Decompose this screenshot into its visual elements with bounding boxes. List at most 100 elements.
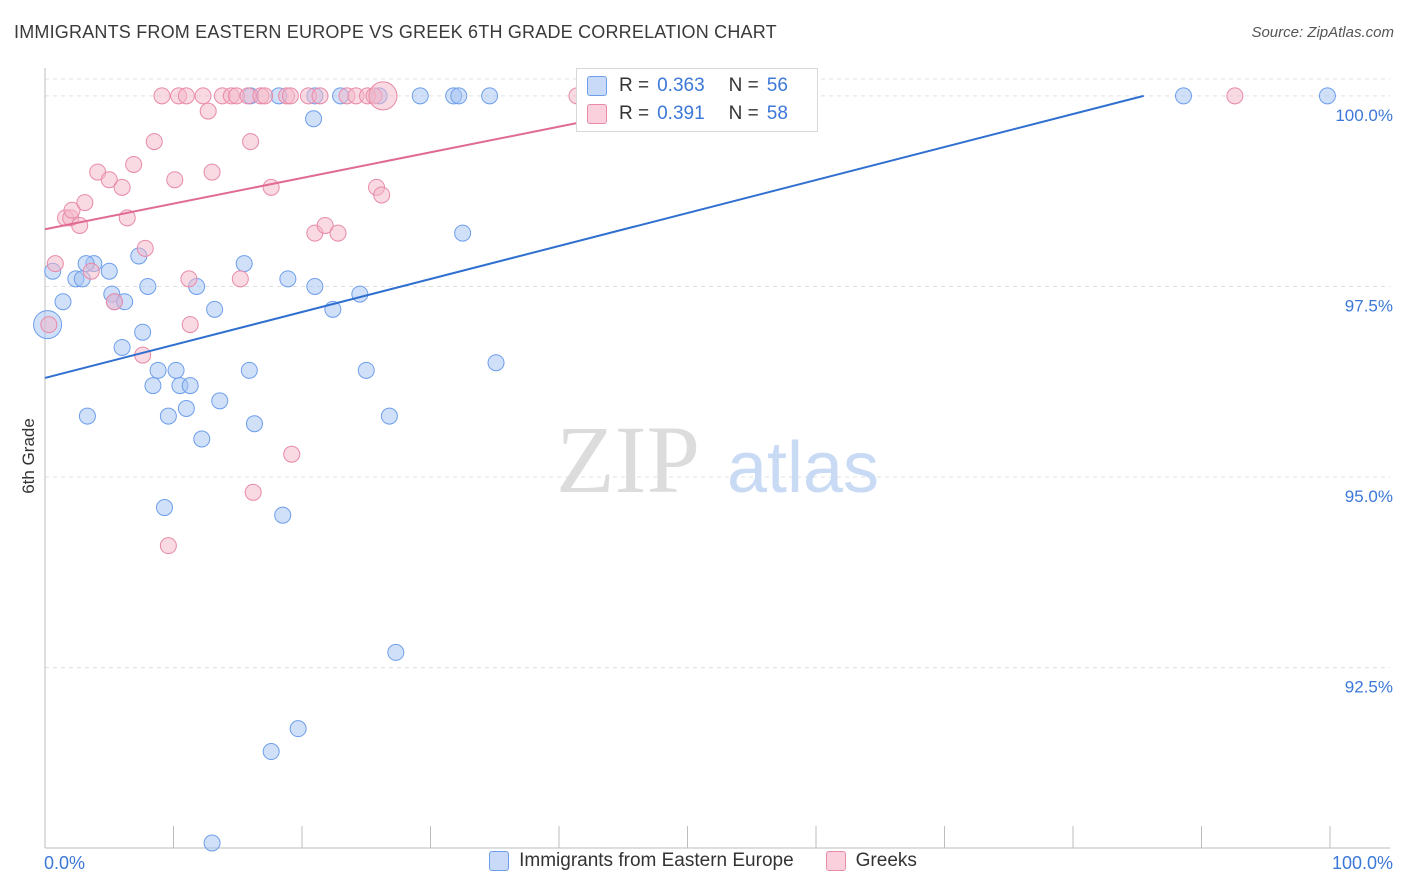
data-point-immigrants xyxy=(481,87,499,105)
data-point-immigrants xyxy=(211,392,229,410)
legend-row-immigrants: R = 0.363 N = 56 xyxy=(587,74,788,98)
data-point-greeks xyxy=(311,87,329,105)
data-point-greeks xyxy=(242,133,260,151)
trend-line-immigrants xyxy=(44,94,1144,379)
chart-title: IMMIGRANTS FROM EASTERN EUROPE VS GREEK … xyxy=(14,22,777,42)
data-point-immigrants xyxy=(351,285,369,303)
data-point-greeks xyxy=(159,537,177,555)
y-axis-title: 6th Grade xyxy=(19,418,38,494)
data-point-greeks xyxy=(181,316,199,334)
trend-lines xyxy=(44,94,1144,379)
data-point-greeks xyxy=(244,483,262,501)
legend-item-immigrants[interactable]: Immigrants from Eastern Europe xyxy=(489,850,794,872)
data-point-immigrants xyxy=(159,407,177,425)
data-point-greeks xyxy=(262,178,280,196)
series-legend: Immigrants from Eastern Europe Greeks xyxy=(0,850,1406,872)
data-point-greeks xyxy=(46,255,64,273)
data-point-immigrants xyxy=(156,499,174,517)
data-point-immigrants xyxy=(54,293,72,311)
legend-r-value: 0.391 xyxy=(657,103,705,124)
data-point-greeks xyxy=(177,87,195,105)
data-point-immigrants xyxy=(100,262,118,280)
y-tick-label: 95.0% xyxy=(1345,487,1393,506)
data-point-immigrants xyxy=(262,743,280,761)
source-label: Source: ZipAtlas.com xyxy=(1251,24,1394,41)
y-tick-label: 92.5% xyxy=(1345,678,1393,697)
data-point-greeks xyxy=(125,155,143,173)
data-point-greeks xyxy=(153,87,171,105)
data-point-immigrants xyxy=(274,506,292,524)
legend-r-label: R = xyxy=(619,75,650,96)
legend-item-label: Greeks xyxy=(855,850,917,871)
axis-labels: 92.5% 95.0% 97.5% 100.0% 0.0% 100.0% 6th Grade xyxy=(19,106,1393,873)
data-point-immigrants xyxy=(279,270,297,288)
legend-swatch-blue xyxy=(587,76,607,96)
stats-legend: R = 0.363 N = 56 R = 0.391 N = 58 xyxy=(576,68,818,132)
data-point-greeks xyxy=(316,216,334,234)
data-point-immigrants xyxy=(245,415,263,433)
data-point-greeks xyxy=(194,87,212,105)
data-point-greeks xyxy=(76,194,94,212)
data-point-greeks xyxy=(199,102,217,120)
data-point-greeks xyxy=(231,270,249,288)
data-point-immigrants xyxy=(144,377,162,395)
y-tick-label: 97.5% xyxy=(1345,296,1393,315)
data-point-greeks xyxy=(113,178,131,196)
data-point-immigrants xyxy=(305,110,323,128)
legend-swatch-pink xyxy=(825,851,846,871)
data-point-immigrants xyxy=(167,361,185,379)
data-point-immigrants xyxy=(113,338,131,356)
watermark-atlas: atlas xyxy=(727,428,879,508)
data-point-immigrants xyxy=(289,720,307,738)
legend-r-label: R = xyxy=(619,103,650,124)
data-point-greeks xyxy=(105,293,123,311)
legend-n-value: 56 xyxy=(766,75,788,96)
data-point-greeks xyxy=(1226,87,1244,105)
data-point-greeks xyxy=(329,224,347,242)
data-point-immigrants xyxy=(193,430,211,448)
legend-swatch-pink xyxy=(587,104,607,124)
data-point-greeks xyxy=(63,201,81,219)
data-point-greeks xyxy=(180,270,198,288)
data-point-greeks xyxy=(203,163,221,181)
x-tick-label: 100.0% xyxy=(1332,853,1393,873)
data-point-immigrants xyxy=(357,361,375,379)
data-point-greeks xyxy=(166,171,184,189)
legend-swatch-blue xyxy=(489,851,510,871)
y-tick-label: 100.0% xyxy=(1335,106,1393,125)
data-point-greeks xyxy=(82,262,100,280)
data-point-immigrants xyxy=(1318,87,1336,105)
data-point-immigrants xyxy=(181,377,199,395)
data-point-greeks xyxy=(281,87,299,105)
data-point-immigrants xyxy=(306,277,324,295)
data-point-immigrants xyxy=(206,300,224,318)
data-point-immigrants xyxy=(240,361,258,379)
legend-n-value: 58 xyxy=(766,103,788,124)
legend-n-label: N = xyxy=(728,75,759,96)
data-point-immigrants xyxy=(139,277,157,295)
data-point-immigrants xyxy=(487,354,505,372)
legend-row-greeks: R = 0.391 N = 58 xyxy=(587,102,788,126)
data-point-greeks xyxy=(368,81,398,111)
legend-item-label: Immigrants from Eastern Europe xyxy=(519,850,794,871)
data-point-immigrants xyxy=(177,399,195,417)
data-point-immigrants xyxy=(454,224,472,242)
x-tick-label: 0.0% xyxy=(44,853,85,873)
data-point-immigrants xyxy=(78,407,96,425)
data-point-immigrants xyxy=(134,323,152,341)
data-point-immigrants xyxy=(203,834,221,852)
data-point-immigrants xyxy=(380,407,398,425)
data-point-immigrants xyxy=(149,361,167,379)
data-point-greeks xyxy=(256,87,274,105)
axes xyxy=(44,68,1390,849)
data-point-immigrants xyxy=(450,87,468,105)
watermark-zip: ZIP xyxy=(556,406,700,513)
data-point-immigrants xyxy=(1175,87,1193,105)
data-point-immigrants xyxy=(387,643,405,661)
legend-item-greeks[interactable]: Greeks xyxy=(825,850,917,872)
data-point-greeks xyxy=(71,216,89,234)
data-point-greeks xyxy=(145,133,163,151)
data-point-greeks xyxy=(283,445,301,463)
watermark: ZIP atlas xyxy=(556,406,879,513)
